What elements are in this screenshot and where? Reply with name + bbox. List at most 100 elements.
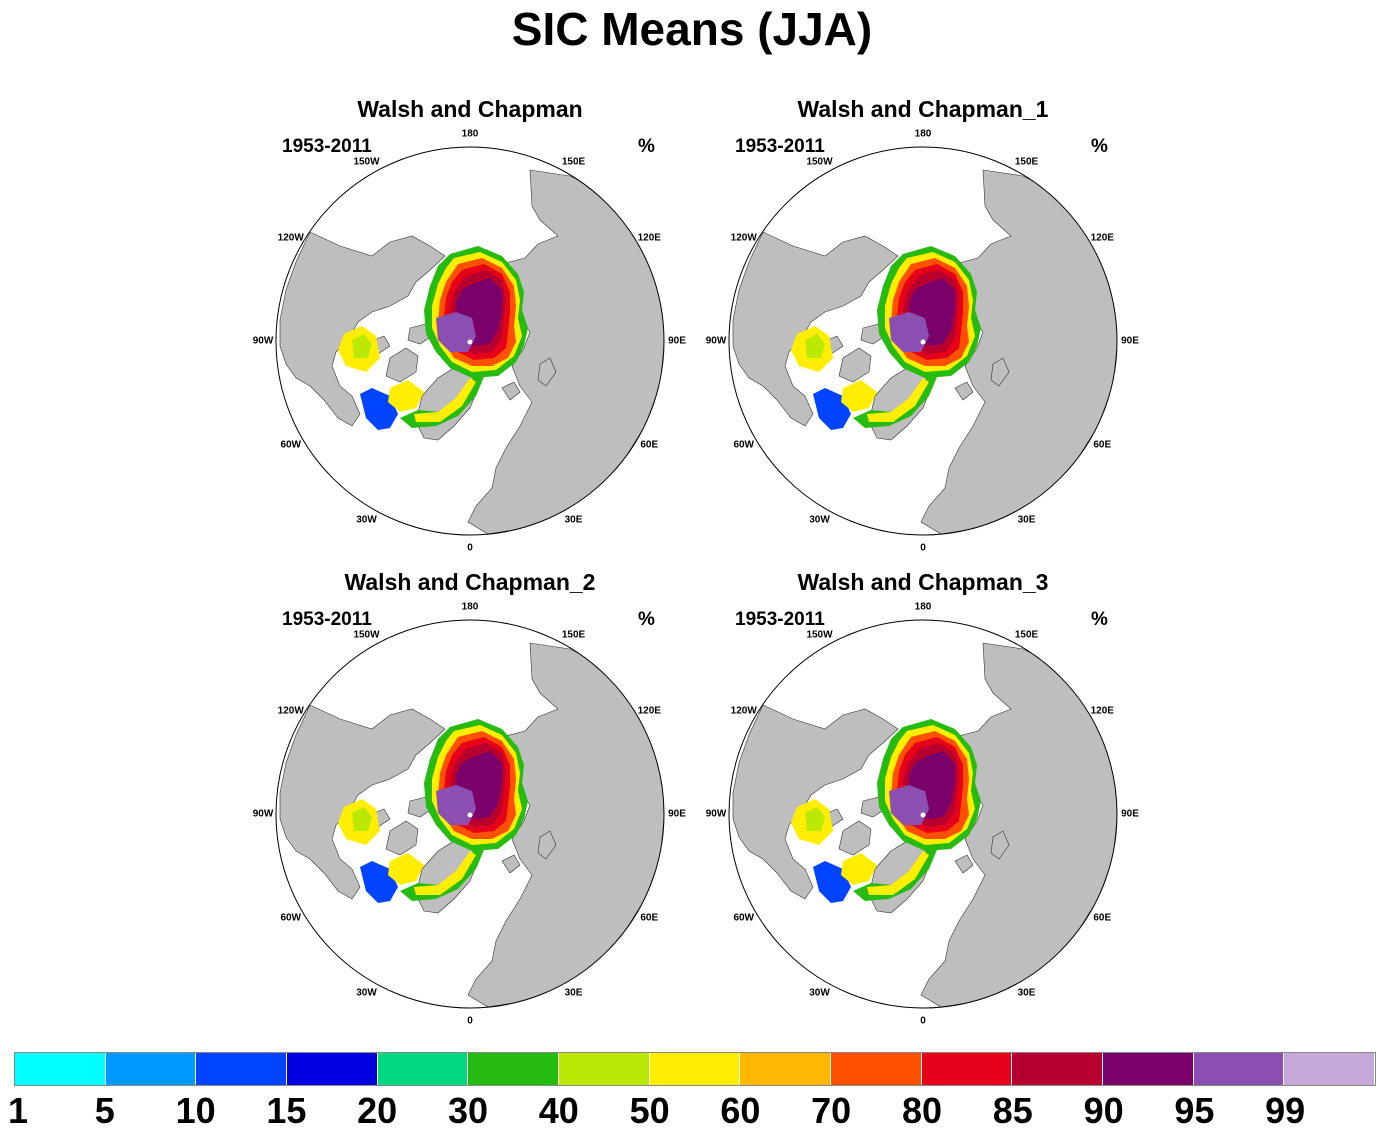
- colorbar-label: 15: [266, 1090, 307, 1131]
- longitude-label: 30E: [1017, 987, 1036, 999]
- map-content: [276, 620, 664, 1008]
- longitude-label: 120E: [1090, 705, 1114, 716]
- colorbar: [14, 1052, 1376, 1086]
- longitude-label: 120W: [730, 232, 757, 243]
- colorbar-box: [1103, 1053, 1194, 1085]
- sea-ice-region: [388, 380, 424, 412]
- sea-ice-region: [853, 360, 939, 428]
- sea-ice-region: [400, 833, 486, 901]
- longitude-label: 90W: [252, 808, 274, 820]
- sea-ice-region: [805, 334, 825, 358]
- map-content: [276, 147, 664, 535]
- map-border: [275, 146, 665, 536]
- longitude-label: 150E: [561, 629, 586, 641]
- colorbar-label: 99: [1265, 1090, 1306, 1131]
- colorbar-label: 5: [94, 1090, 115, 1131]
- longitude-label: 60E: [1093, 439, 1112, 450]
- longitude-label: 90E: [668, 808, 686, 820]
- land-mass: [954, 381, 974, 401]
- longitude-label: 150W: [353, 156, 380, 168]
- longitude-label: 180: [914, 601, 932, 613]
- longitude-label: 30W: [356, 514, 377, 526]
- panel-period: 1953-2011: [735, 609, 825, 630]
- land-mass: [537, 830, 557, 860]
- longitude-label: 90W: [705, 335, 727, 347]
- longitude-label: 0: [467, 1015, 473, 1027]
- longitude-label: 90E: [1121, 808, 1139, 820]
- colorbar-box: [1284, 1053, 1376, 1085]
- colorbar-box: [831, 1053, 922, 1085]
- colorbar-box: [1012, 1053, 1104, 1085]
- panel-title: Walsh and Chapman_1: [797, 96, 1049, 122]
- panel-units: %: [638, 136, 655, 157]
- map-border: [275, 619, 665, 1009]
- sea-ice-region: [436, 312, 476, 352]
- land-mass: [501, 854, 521, 874]
- longitude-label: 0: [467, 542, 473, 554]
- longitude-label: 60E: [1093, 912, 1112, 923]
- land-mass: [385, 347, 419, 383]
- colorbar-label: 10: [175, 1090, 216, 1131]
- panel-period: 1953-2011: [735, 136, 825, 157]
- longitude-label: 150E: [561, 156, 586, 168]
- map-panel-4: Walsh and Chapman_3 1953-2011 % 180 150E 1…: [693, 569, 1153, 1029]
- map-panel-1: Walsh and Chapman 1953-2011 % 180 150E 120…: [240, 96, 700, 556]
- longitude-label: 180: [461, 601, 479, 613]
- land-mass: [537, 357, 557, 387]
- colorbar-box: [1193, 1053, 1285, 1085]
- sea-ice-region: [841, 853, 877, 885]
- colorbar-label: 85: [992, 1090, 1033, 1131]
- sea-ice-region: [388, 853, 424, 885]
- land-mass: [385, 820, 419, 856]
- longitude-label: 0: [920, 1015, 926, 1027]
- colorbar-label: 80: [901, 1090, 943, 1131]
- land-mass: [279, 231, 446, 427]
- longitude-label: 120W: [277, 705, 304, 716]
- longitude-label: 60W: [280, 912, 301, 923]
- map-content: [729, 147, 1117, 535]
- panel-title: Walsh and Chapman_2: [344, 569, 596, 595]
- map-border: [728, 619, 1118, 1009]
- longitude-label: 150E: [1014, 629, 1039, 641]
- longitude-label: 30E: [1017, 514, 1036, 526]
- colorbar-box: [740, 1053, 832, 1085]
- panel-units: %: [1091, 609, 1108, 630]
- land-mass: [990, 357, 1010, 387]
- pole-gap: [467, 812, 473, 818]
- longitude-label: 90W: [705, 808, 727, 820]
- sea-ice-region: [841, 380, 877, 412]
- colorbar-label: 40: [538, 1090, 579, 1131]
- map-panel-3: Walsh and Chapman_2 1953-2011 % 180 150E 1…: [240, 569, 700, 1029]
- map-content: [729, 620, 1117, 1008]
- sea-ice-region: [867, 851, 929, 895]
- longitude-label: 30W: [809, 514, 830, 526]
- land-mass: [732, 231, 899, 427]
- panel-period: 1953-2011: [282, 609, 372, 630]
- map-panel-2: Walsh and Chapman_1 1953-2011 % 180 150E 1…: [693, 96, 1153, 556]
- colorbar-box: [15, 1053, 106, 1085]
- sea-ice-region: [436, 785, 476, 825]
- colorbar-box: [649, 1053, 741, 1085]
- sea-ice-region: [352, 807, 372, 831]
- colorbar-label: 1: [7, 1090, 29, 1131]
- longitude-label: 30W: [809, 987, 830, 999]
- figure-title: SIC Means (JJA): [511, 3, 873, 55]
- polar-map: [275, 619, 665, 1009]
- colorbar-box: [377, 1053, 469, 1085]
- longitude-label: 120E: [637, 705, 661, 716]
- polar-map: [275, 146, 665, 536]
- colorbar-box: [287, 1053, 378, 1085]
- panel-title: Walsh and Chapman_3: [797, 569, 1049, 595]
- sea-ice-region: [853, 833, 939, 901]
- pole-gap: [920, 339, 926, 345]
- pole-gap: [920, 812, 926, 818]
- longitude-label: 30W: [356, 987, 377, 999]
- longitude-label: 120E: [1090, 232, 1114, 243]
- colorbar-box: [559, 1053, 650, 1085]
- longitude-label: 0: [920, 542, 926, 554]
- map-border: [728, 146, 1118, 536]
- sea-ice-region: [400, 360, 486, 428]
- colorbar-label: 20: [357, 1090, 398, 1131]
- sea-ice-region: [414, 851, 476, 895]
- colorbar-box: [105, 1053, 197, 1085]
